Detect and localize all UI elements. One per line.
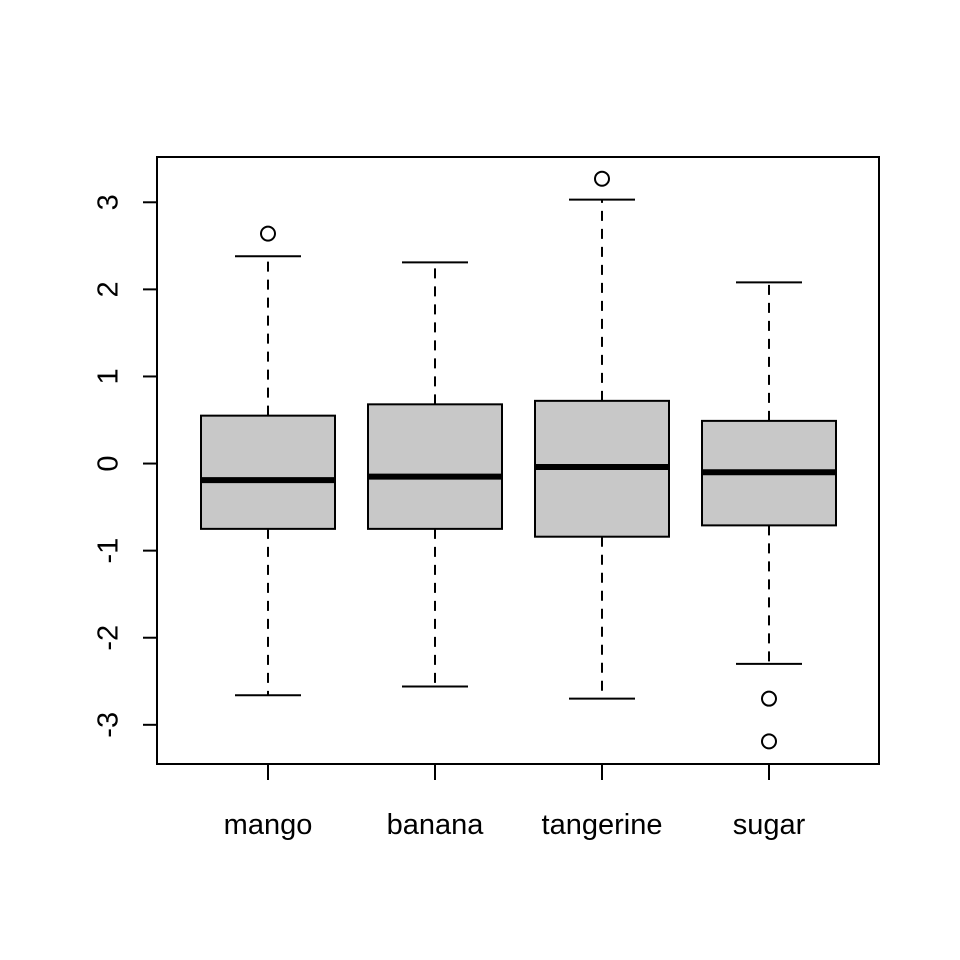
y-tick-label: -3 (93, 712, 125, 738)
interquartile-box (200, 414, 336, 530)
x-tick-label: banana (387, 809, 485, 841)
y-tick-label: 2 (93, 281, 125, 297)
y-tick-label: 1 (93, 368, 125, 384)
box-tangerine: tangerine (534, 170, 670, 841)
plot-frame (156, 156, 880, 765)
outlier-point (761, 733, 777, 750)
y-tick-label: -2 (93, 625, 125, 651)
box-banana: banana (367, 261, 503, 841)
box-mango: mango (200, 225, 336, 841)
outlier-point (761, 690, 777, 707)
x-tick-label: mango (224, 809, 313, 841)
x-tick-label: sugar (733, 809, 806, 841)
box-sugar: sugar (701, 281, 837, 841)
y-tick-label: -1 (93, 538, 125, 564)
interquartile-box (367, 403, 503, 530)
y-tick-label: 3 (93, 194, 125, 210)
y-tick-label: 0 (93, 455, 125, 471)
x-tick-label: tangerine (542, 809, 663, 841)
plot-area: -3 -2 -1 0 1 2 3 mango banana tangerine sugar (93, 156, 880, 841)
outlier-point (260, 225, 276, 242)
outlier-point (594, 170, 610, 187)
